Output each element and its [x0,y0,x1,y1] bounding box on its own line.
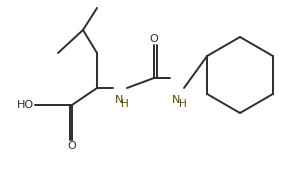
Text: O: O [68,141,76,151]
Text: N: N [115,95,123,105]
Text: HO: HO [17,100,34,110]
Text: O: O [150,34,158,44]
Text: N: N [172,95,180,105]
Text: H: H [121,99,129,109]
Text: H: H [179,99,186,109]
